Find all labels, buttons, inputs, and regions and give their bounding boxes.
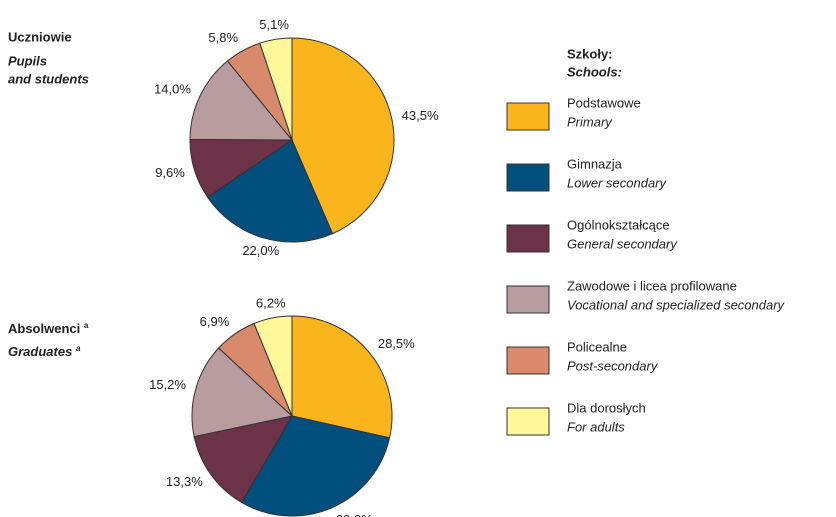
legend-swatch [506, 346, 550, 375]
chart-subtitle: Graduates a [8, 344, 81, 359]
value-label: 13,3% [166, 474, 203, 489]
legend-title: Szkoły: [567, 46, 613, 61]
chart-title: Absolwenci a [8, 321, 89, 336]
value-label: 43,5% [402, 108, 439, 123]
legend-label-en: Lower secondary [567, 175, 667, 190]
pie-slice [206, 139, 334, 243]
legend-swatch [506, 163, 550, 192]
title-note: a [84, 321, 89, 330]
legend-swatch [506, 102, 550, 131]
pie-slice [253, 315, 293, 417]
pie-slice [291, 315, 393, 439]
chart-subtitle: Pupils [8, 53, 47, 68]
legend-label-en: For adults [567, 419, 625, 434]
value-label: 6,9% [200, 314, 230, 329]
title-text: Absolwenci [8, 321, 80, 336]
value-label: 14,0% [154, 81, 191, 96]
legend-label: Gimnazja [567, 156, 623, 171]
legend-label: Podstawowe [567, 95, 641, 110]
value-label: 5,8% [208, 30, 238, 45]
legend-label: Ogólnokształcące [567, 217, 670, 232]
value-label: 28,5% [378, 336, 415, 351]
subtitle-note: a [76, 344, 81, 353]
legend-swatch [506, 285, 550, 314]
value-label: 9,6% [155, 165, 185, 180]
legend-label: Policealne [567, 339, 627, 354]
legend-label-en: Vocational and specialized secondary [567, 297, 786, 312]
pie-slice [259, 37, 293, 141]
pie-slice [291, 37, 395, 235]
chart-subtitle: and students [8, 71, 89, 86]
value-label: 22,0% [242, 243, 279, 258]
legend-label: Zawodowe i licea profilowane [567, 278, 737, 293]
pie-slice [189, 60, 294, 141]
value-label: 5,1% [259, 17, 289, 32]
legend-label-en: Primary [567, 114, 613, 129]
value-label: 29,9% [336, 512, 373, 517]
legend-swatch [506, 224, 550, 253]
pie-slice [193, 415, 293, 504]
value-label: 15,2% [149, 377, 186, 392]
subtitle-text: Graduates [8, 344, 72, 359]
legend-label-en: Post-secondary [567, 358, 659, 373]
chart-title: Uczniowie [8, 29, 72, 44]
pie-slice [191, 347, 294, 438]
legend-swatch [506, 407, 550, 436]
legend-label: Dla dorosłych [567, 400, 646, 415]
value-label: 6,2% [256, 296, 286, 311]
pie-slice [240, 415, 391, 517]
legend-subtitle: Schools: [567, 64, 622, 79]
legend-label-en: General secondary [567, 236, 678, 251]
